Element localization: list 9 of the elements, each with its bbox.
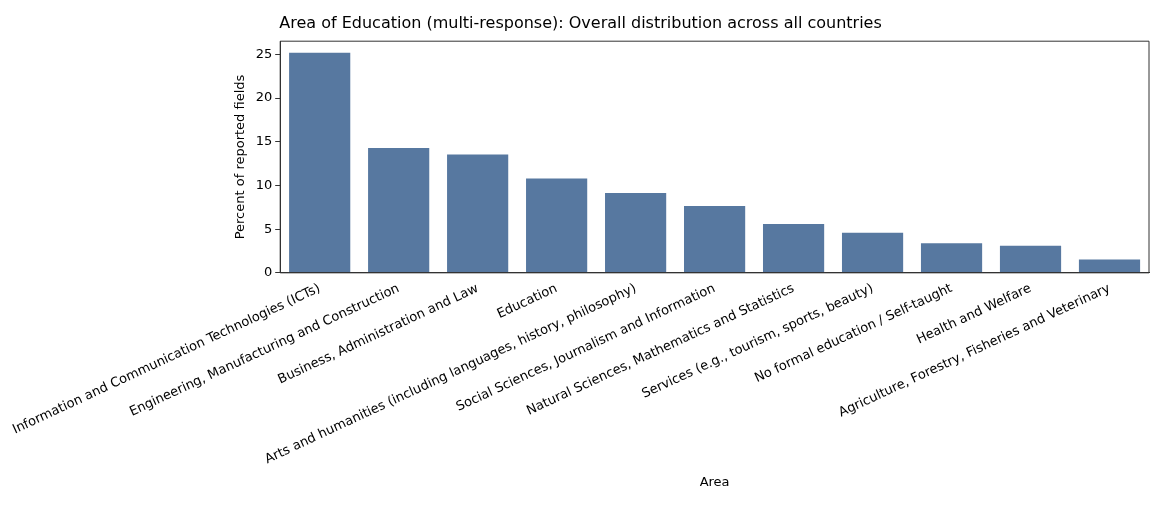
y-tick-label: 10 <box>255 176 273 192</box>
x-axis-title: Area <box>699 473 730 489</box>
chart-title: Area of Education (multi-response): Overall distribution across all countries <box>279 12 882 32</box>
y-tick-label: 20 <box>255 89 273 105</box>
y-tick-label: 0 <box>263 264 273 280</box>
y-axis-title: Percent of reported fields <box>232 74 248 240</box>
y-tick-label: 15 <box>255 133 273 149</box>
y-tick-label: 25 <box>255 45 273 61</box>
y-tick-label: 5 <box>263 220 273 236</box>
